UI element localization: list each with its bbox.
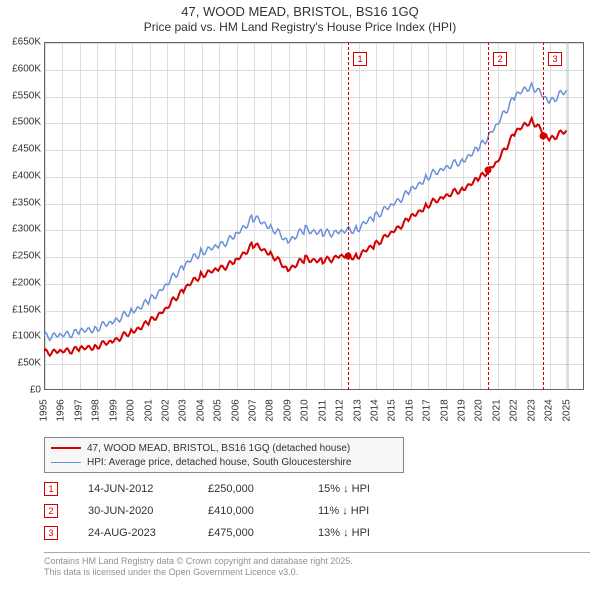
reference-band [566, 42, 568, 390]
event-row-price: £410,000 [208, 505, 318, 517]
y-axis-label: £300K [1, 224, 41, 235]
x-axis-label: 2006 [230, 408, 241, 422]
event-row: 2 30-JUN-2020£410,00011% ↓ HPI [44, 500, 438, 522]
titles: 47, WOOD MEAD, BRISTOL, BS16 1GQ Price p… [0, 4, 600, 34]
event-marker-box: 2 [493, 52, 507, 66]
x-axis-label: 2015 [387, 408, 398, 422]
event-price-dot [485, 167, 492, 174]
x-axis-label: 2023 [526, 408, 537, 422]
legend-label-hpi: HPI: Average price, detached house, Sout… [87, 457, 351, 468]
footer: Contains HM Land Registry data © Crown c… [44, 552, 590, 579]
event-row-delta: 11% ↓ HPI [318, 505, 438, 517]
x-axis-label: 2025 [561, 408, 572, 422]
event-row: 1 14-JUN-2012£250,00015% ↓ HPI [44, 478, 438, 500]
x-axis-label: 2007 [248, 408, 259, 422]
y-axis-label: £450K [1, 144, 41, 155]
event-row-price: £250,000 [208, 483, 318, 495]
x-axis-label: 2011 [317, 408, 328, 422]
x-axis-label: 2000 [126, 408, 137, 422]
x-axis-label: 2003 [178, 408, 189, 422]
footer-line-2: This data is licensed under the Open Gov… [44, 567, 590, 578]
y-axis-label: £500K [1, 117, 41, 128]
y-axis-label: £650K [1, 37, 41, 48]
x-axis-label: 2010 [300, 408, 311, 422]
legend-swatch-hpi [51, 462, 81, 463]
x-axis-label: 2021 [491, 408, 502, 422]
x-axis-label: 1998 [91, 408, 102, 422]
x-axis-label: 2024 [544, 408, 555, 422]
x-axis-label: 1999 [108, 408, 119, 422]
events-table: 1 14-JUN-2012£250,00015% ↓ HPI 2 30-JUN-202… [44, 478, 438, 544]
event-row: 3 24-AUG-2023£475,00013% ↓ HPI [44, 522, 438, 544]
event-row-delta: 15% ↓ HPI [318, 483, 438, 495]
event-row-date: 14-JUN-2012 [88, 483, 208, 495]
event-price-dot [344, 253, 351, 260]
legend-label-property: 47, WOOD MEAD, BRISTOL, BS16 1GQ (detach… [87, 443, 350, 454]
x-axis-label: 1995 [39, 408, 50, 422]
x-axis-label: 2008 [265, 408, 276, 422]
y-axis-label: £350K [1, 197, 41, 208]
y-axis-label: £200K [1, 277, 41, 288]
title-address: 47, WOOD MEAD, BRISTOL, BS16 1GQ [0, 4, 600, 19]
x-axis-label: 2005 [213, 408, 224, 422]
y-axis-label: £400K [1, 170, 41, 181]
legend-row-property: 47, WOOD MEAD, BRISTOL, BS16 1GQ (detach… [51, 441, 397, 455]
page: 47, WOOD MEAD, BRISTOL, BS16 1GQ Price p… [0, 0, 600, 590]
event-marker-box: 3 [548, 52, 562, 66]
x-axis-label: 2001 [143, 408, 154, 422]
y-axis-label: £100K [1, 331, 41, 342]
x-axis-label: 2020 [474, 408, 485, 422]
event-row-box: 2 [44, 504, 58, 518]
legend-row-hpi: HPI: Average price, detached house, Sout… [51, 455, 397, 469]
event-row-price: £475,000 [208, 527, 318, 539]
y-axis-label: £0 [1, 385, 41, 396]
chart-area [44, 42, 584, 390]
y-axis-label: £250K [1, 251, 41, 262]
x-axis-label: 2016 [404, 408, 415, 422]
x-axis-label: 2002 [160, 408, 171, 422]
event-price-dot [540, 132, 547, 139]
event-marker-line [488, 42, 489, 390]
event-row-date: 24-AUG-2023 [88, 527, 208, 539]
x-axis-label: 1996 [56, 408, 67, 422]
legend: 47, WOOD MEAD, BRISTOL, BS16 1GQ (detach… [44, 437, 404, 473]
event-marker-box: 1 [353, 52, 367, 66]
y-axis-label: £600K [1, 63, 41, 74]
y-axis-label: £50K [1, 358, 41, 369]
x-axis-label: 2012 [335, 408, 346, 422]
x-axis-label: 2022 [509, 408, 520, 422]
event-row-date: 30-JUN-2020 [88, 505, 208, 517]
x-axis-label: 2017 [422, 408, 433, 422]
x-axis-label: 2009 [282, 408, 293, 422]
title-subtitle: Price paid vs. HM Land Registry's House … [0, 20, 600, 34]
event-row-box: 1 [44, 482, 58, 496]
x-axis-label: 2019 [457, 408, 468, 422]
y-axis-label: £150K [1, 304, 41, 315]
x-axis-label: 2014 [369, 408, 380, 422]
x-axis-label: 2013 [352, 408, 363, 422]
x-axis-label: 2018 [439, 408, 450, 422]
x-axis-label: 2004 [195, 408, 206, 422]
event-marker-line [543, 42, 544, 390]
y-axis-label: £550K [1, 90, 41, 101]
event-marker-line [348, 42, 349, 390]
x-axis-label: 1997 [73, 408, 84, 422]
event-row-delta: 13% ↓ HPI [318, 527, 438, 539]
footer-line-1: Contains HM Land Registry data © Crown c… [44, 556, 590, 567]
event-row-box: 3 [44, 526, 58, 540]
legend-swatch-property [51, 447, 81, 449]
